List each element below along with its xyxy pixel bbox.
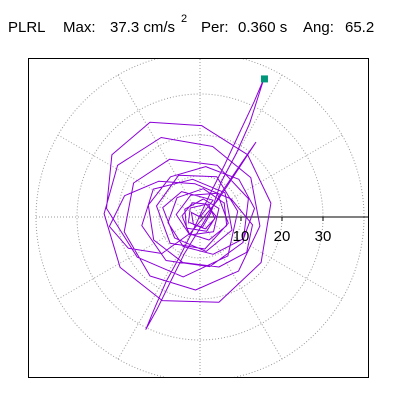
polar-grid xyxy=(35,59,365,377)
radial-tick-labels: 10 20 30 xyxy=(233,228,332,245)
peak-point-marker xyxy=(260,75,268,83)
radial-tick-label-10: 10 xyxy=(233,228,250,245)
polar-plot-frame: 10 20 30 xyxy=(28,58,369,378)
trace-path xyxy=(103,77,272,330)
grid-spoke-30 xyxy=(57,134,343,300)
radial-tick-label-30: 30 xyxy=(315,228,332,245)
record-header: PLRL Max: 37.3 cm/s 2 Per: 0.360 s Ang: … xyxy=(0,0,400,44)
polar-plot: 10 20 30 xyxy=(35,59,368,377)
max-unit-superscript: 2 xyxy=(181,13,188,25)
period-value: 0.360 s xyxy=(238,19,288,36)
plot-axes xyxy=(200,216,368,221)
grid-spoke-60 xyxy=(117,74,283,360)
max-label: Max: xyxy=(63,19,96,36)
grid-spoke-150 xyxy=(57,134,343,300)
grid-spoke-120 xyxy=(117,74,283,360)
angle-label: Ang: xyxy=(303,19,334,36)
station-label: PLRL xyxy=(8,19,46,36)
max-value: 37.3 cm/s xyxy=(110,19,176,36)
angle-value: 65.2 xyxy=(345,19,375,36)
peak-marker-layer xyxy=(260,75,268,83)
radial-tick-label-20: 20 xyxy=(274,228,291,245)
particle-motion-trace xyxy=(103,77,272,330)
period-label: Per: xyxy=(201,19,229,36)
